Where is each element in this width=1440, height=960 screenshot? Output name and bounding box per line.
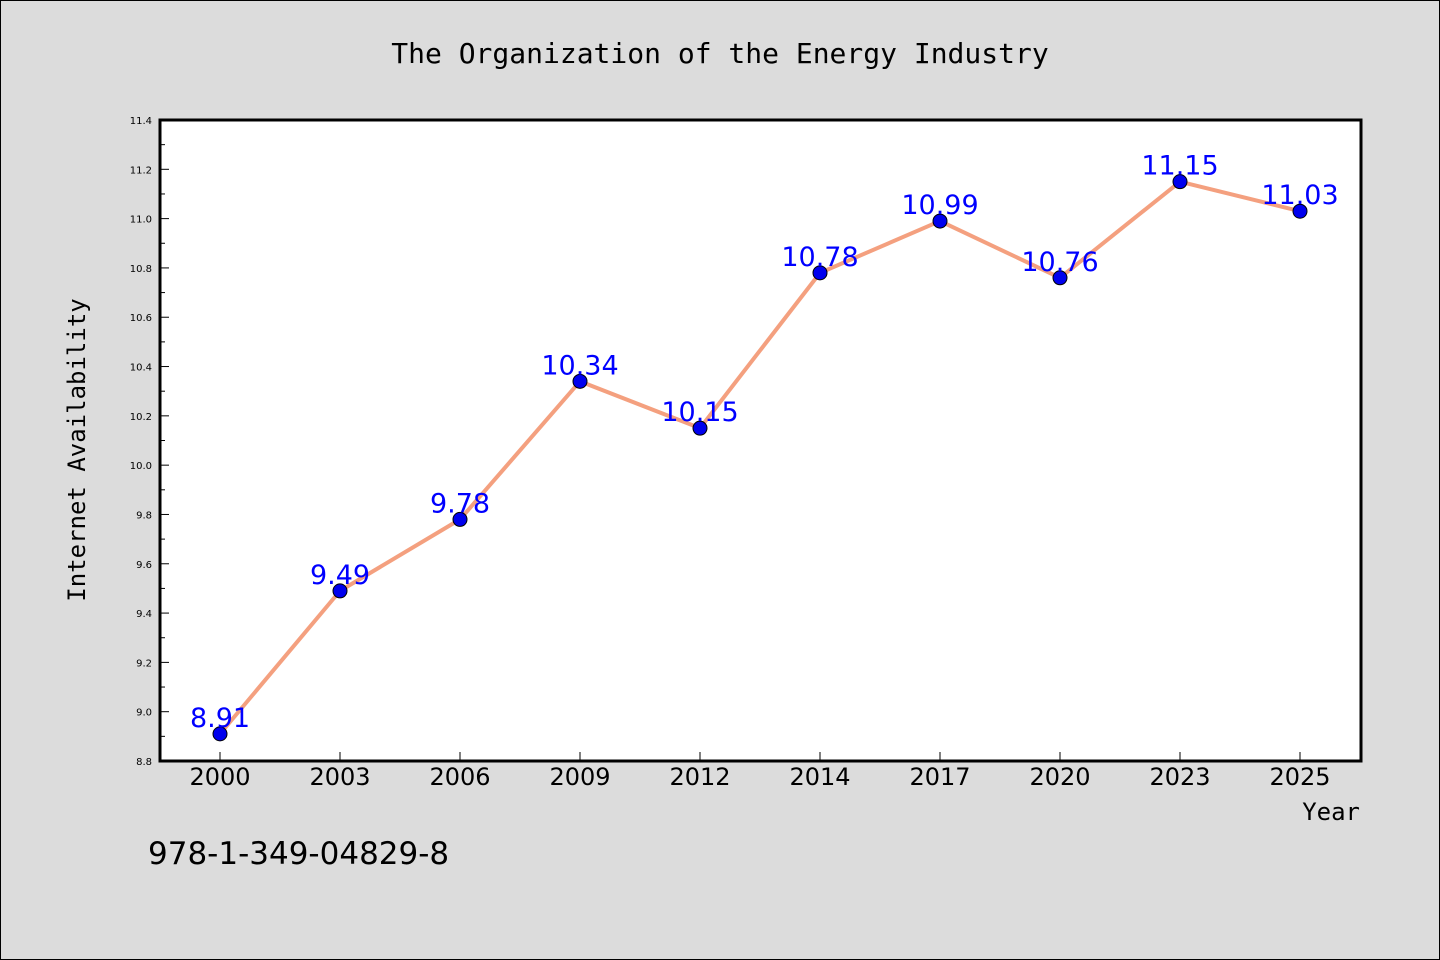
x-tick-label: 2017 [909, 763, 970, 791]
data-label: 11.15 [1141, 151, 1218, 182]
y-tick-label: 8.8 [136, 757, 152, 768]
plot-area [158, 118, 1363, 763]
series-group: 8.91 9.49 9.78 10.34 10.15 10.78 10.99 10.76 11.… [190, 151, 1339, 742]
data-point [692, 420, 708, 436]
y-tick-label: 11.2 [130, 165, 152, 176]
y-tick-label: 10.0 [130, 461, 152, 472]
x-tick-label: 2025 [1269, 763, 1330, 791]
chart-title: The Organization of the Energy Industry [391, 37, 1048, 70]
data-point [452, 511, 468, 527]
x-tick-label: 2023 [1149, 763, 1210, 791]
y-tick-label: 9.0 [136, 708, 152, 719]
x-tick-label: 2003 [309, 763, 370, 791]
y-tick-label: 10.2 [130, 412, 152, 423]
x-axis: 2000 2003 2006 2009 2012 2014 2017 2020 2023 2025 [189, 752, 1331, 791]
data-point [1292, 203, 1308, 219]
x-tick-label: 2020 [1029, 763, 1090, 791]
data-label: 10.99 [901, 190, 978, 221]
x-tick-label: 2014 [789, 763, 850, 791]
data-label: 8.91 [190, 703, 250, 734]
y-tick-label: 10.4 [130, 363, 152, 374]
x-tick-label: 2006 [429, 763, 490, 791]
data-label: 10.78 [781, 242, 858, 273]
series-line [218, 179, 1301, 736]
y-axis: 8.8 9.0 9.2 9.4 9.6 9.8 10.0 10.2 10.4 10.6 10.8 11… [130, 116, 169, 768]
data-point [572, 373, 588, 389]
y-axis-label: Internet Availability [63, 298, 91, 601]
data-label: 10.34 [541, 350, 618, 381]
y-tick-label: 10.6 [130, 313, 152, 324]
y-tick-label: 9.6 [136, 560, 152, 571]
y-tick-label: 9.8 [136, 510, 152, 521]
data-point [1052, 270, 1068, 286]
data-label: 9.78 [430, 488, 490, 519]
data-label: 10.76 [1021, 247, 1098, 278]
data-point [332, 583, 348, 599]
y-tick-label: 10.8 [130, 264, 152, 275]
data-label: 11.03 [1261, 180, 1338, 211]
x-axis-label: Year [1302, 798, 1360, 826]
data-point [932, 213, 948, 229]
y-tick-label: 9.4 [136, 609, 152, 620]
y-tick-label: 11.0 [130, 215, 152, 226]
data-point [812, 265, 828, 281]
data-label: 9.49 [310, 560, 370, 591]
x-tick-label: 2000 [189, 763, 250, 791]
data-point [1172, 174, 1188, 190]
data-label: 10.15 [661, 397, 738, 428]
data-point [212, 726, 228, 742]
x-tick-label: 2012 [669, 763, 730, 791]
y-tick-label: 11.4 [130, 116, 152, 127]
isbn-annotation: 978-1-349-04829-8 [148, 836, 449, 872]
x-tick-label: 2009 [549, 763, 610, 791]
y-tick-label: 9.2 [136, 658, 152, 669]
